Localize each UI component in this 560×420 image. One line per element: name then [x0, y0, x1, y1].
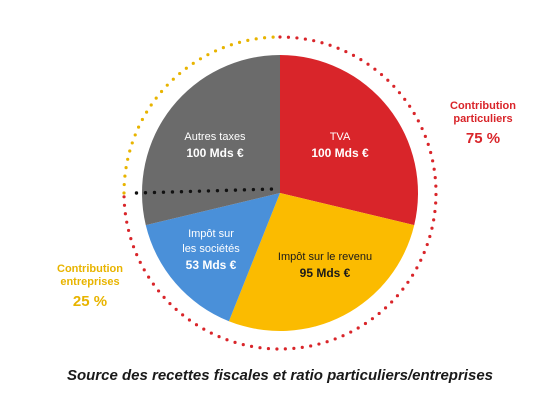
autres-value: 100 Mds € — [186, 146, 244, 160]
particuliers-percent: 75 % — [465, 130, 501, 147]
contribution-ring — [122, 35, 438, 351]
is-value: 53 Mds € — [186, 258, 237, 272]
entreprises-title-line1: Contribution — [57, 263, 123, 275]
particuliers-title-line1: Contribution — [450, 100, 516, 112]
tva-value: 100 Mds € — [311, 146, 369, 160]
slice-label-tva: TVA 100 Mds € — [311, 131, 369, 160]
ring-arc-entreprises — [122, 35, 282, 195]
ring-arc-particuliers — [122, 35, 438, 351]
contribution-entreprises-label: Contribution entreprises 25 % — [40, 263, 140, 310]
chart-title: Source des recettes fiscales et ratio pa… — [66, 367, 494, 384]
pie-slice-tva — [280, 55, 419, 226]
entreprises-percent: 25 % — [72, 293, 108, 310]
entreprises-title-line2: entreprises — [60, 276, 120, 288]
pie-slice-ir — [228, 193, 415, 332]
pie-slices — [141, 55, 419, 332]
slice-label-ir: Impôt sur le revenu 95 Mds € — [278, 251, 372, 280]
autres-name: Autres taxes — [184, 131, 246, 143]
ir-name: Impôt sur le revenu — [278, 251, 372, 263]
ir-value: 95 Mds € — [300, 266, 351, 280]
contribution-particuliers-label: Contribution particuliers 75 % — [436, 100, 530, 147]
tva-name: TVA — [330, 131, 351, 143]
slice-label-is: Impôt sur les sociétés 53 Mds € — [182, 228, 240, 272]
is-name-line2: les sociétés — [182, 243, 240, 255]
particuliers-title-line2: particuliers — [453, 113, 513, 125]
pie-slice-autres — [141, 55, 280, 226]
is-name-line1: Impôt sur — [188, 228, 234, 240]
pie-slice-is — [145, 193, 280, 322]
slice-label-autres: Autres taxes 100 Mds € — [184, 131, 246, 160]
